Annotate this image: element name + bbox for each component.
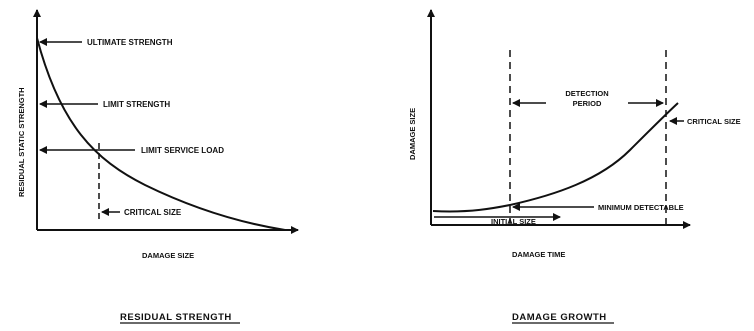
- left-critical-size-label: CRITICAL SIZE: [124, 208, 182, 217]
- minimum-detectable-label: MINIMUM DETECTABLE: [598, 203, 684, 212]
- ultimate-strength-label: ULTIMATE STRENGTH: [87, 38, 173, 47]
- detection-period-label-line2: PERIOD: [573, 99, 602, 108]
- limit-service-load-label: LIMIT SERVICE LOAD: [141, 146, 224, 155]
- damage-growth-caption: DAMAGE GROWTH: [512, 312, 607, 323]
- limit-strength-label: LIMIT STRENGTH: [103, 100, 170, 109]
- residual-strength-caption: RESIDUAL STRENGTH: [120, 312, 232, 323]
- left-x-axis-label: DAMAGE SIZE: [142, 251, 194, 260]
- residual-strength-curve: [36, 37, 286, 231]
- left-y-axis-label: RESIDUAL STATIC STRENGTH: [17, 87, 26, 197]
- residual-strength-diagram: ULTIMATE STRENGTH LIMIT STRENGTH LIMIT S…: [17, 9, 299, 324]
- right-y-axis-label: DAMAGE SIZE: [408, 108, 417, 160]
- damage-growth-curve: [432, 102, 679, 213]
- right-x-axis-label: DAMAGE TIME: [512, 250, 565, 259]
- right-critical-size-label: CRITICAL SIZE: [687, 117, 741, 126]
- detection-period-label-line1: DETECTION: [565, 89, 608, 98]
- damage-growth-diagram: DETECTION PERIOD CRITICAL SIZE MINIMUM D…: [408, 9, 741, 324]
- initial-size-label: INITIAL SIZE: [491, 217, 536, 226]
